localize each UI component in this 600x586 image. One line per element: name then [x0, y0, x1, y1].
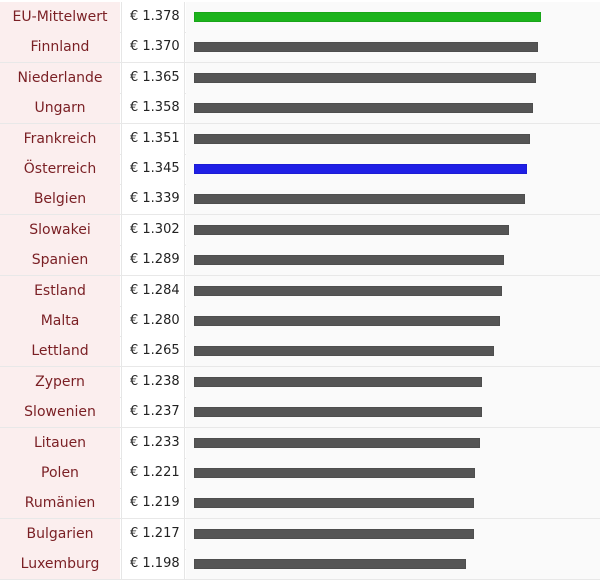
country-label: Spanien — [0, 245, 120, 276]
value-label: € 1.221 — [121, 458, 185, 488]
bar-cell — [186, 488, 600, 519]
bar-cell — [186, 123, 600, 154]
table-row: Polen € 1.221 — [0, 458, 600, 489]
value-label: € 1.284 — [121, 275, 185, 306]
bar-cell — [186, 518, 600, 549]
country-label: Österreich — [0, 154, 120, 184]
table-row: Ungarn € 1.358 — [0, 93, 600, 125]
value-label: € 1.365 — [121, 62, 185, 93]
value-label: € 1.370 — [121, 32, 185, 63]
table-row: Österreich € 1.345 — [0, 154, 600, 185]
country-label: Litauen — [0, 427, 120, 458]
country-label: Zypern — [0, 366, 120, 397]
bar-cell — [186, 184, 600, 215]
table-row: Belgien € 1.339 — [0, 184, 600, 216]
value-label: € 1.265 — [121, 336, 185, 367]
country-label: Bulgarien — [0, 518, 120, 549]
bar-cell — [186, 154, 600, 184]
country-label: Niederlande — [0, 62, 120, 93]
table-row: Luxemburg € 1.198 — [0, 549, 600, 581]
value-label: € 1.237 — [121, 397, 185, 428]
bar-cell — [186, 549, 600, 580]
table-row: Malta € 1.280 — [0, 306, 600, 337]
value-label: € 1.198 — [121, 549, 185, 580]
bar — [194, 346, 494, 357]
bar — [194, 316, 500, 326]
value-label: € 1.339 — [121, 184, 185, 215]
bar — [194, 285, 502, 296]
value-label: € 1.280 — [121, 306, 185, 336]
country-label: Rumänien — [0, 488, 120, 519]
bar-cell — [186, 93, 600, 124]
country-label: Lettland — [0, 336, 120, 367]
country-label: Polen — [0, 458, 120, 488]
country-label: Finnland — [0, 32, 120, 63]
bar-cell — [186, 458, 600, 488]
bar-cell — [186, 275, 600, 306]
bar — [194, 255, 504, 266]
bar-cell — [186, 32, 600, 63]
bar-cell — [186, 62, 600, 93]
bar — [194, 12, 541, 22]
bar-cell — [186, 336, 600, 367]
table-row: Lettland € 1.265 — [0, 336, 600, 368]
bar-cell — [186, 245, 600, 276]
bar-cell — [186, 306, 600, 336]
table-row: EU-Mittelwert € 1.378 — [0, 2, 600, 33]
country-label: Ungarn — [0, 93, 120, 124]
bar — [194, 407, 482, 418]
country-label: Frankreich — [0, 123, 120, 154]
bar-cell — [186, 427, 600, 458]
country-label: Belgien — [0, 184, 120, 215]
table-row: Spanien € 1.289 — [0, 245, 600, 277]
value-label: € 1.351 — [121, 123, 185, 154]
bar — [194, 42, 538, 53]
table-row: Frankreich € 1.351 — [0, 123, 600, 155]
country-label: Slowenien — [0, 397, 120, 428]
bar — [194, 376, 482, 387]
value-label: € 1.217 — [121, 518, 185, 549]
bar — [194, 559, 466, 570]
country-label: Slowakei — [0, 214, 120, 245]
bar — [194, 224, 509, 235]
bar — [194, 72, 536, 83]
table-row: Slowakei € 1.302 — [0, 214, 600, 246]
bar-cell — [186, 2, 600, 32]
value-label: € 1.233 — [121, 427, 185, 458]
bar — [194, 194, 525, 205]
country-label: Estland — [0, 275, 120, 306]
bar — [194, 498, 474, 509]
value-label: € 1.358 — [121, 93, 185, 124]
value-label: € 1.219 — [121, 488, 185, 519]
table-row: Estland € 1.284 — [0, 275, 600, 307]
value-label: € 1.302 — [121, 214, 185, 245]
bar — [194, 164, 527, 174]
table-row: Bulgarien € 1.217 — [0, 518, 600, 550]
bar-cell — [186, 397, 600, 428]
bar — [194, 528, 474, 539]
table-row: Finnland € 1.370 — [0, 32, 600, 64]
bar — [194, 133, 530, 144]
table-row: Rumänien € 1.219 — [0, 488, 600, 520]
country-label: Luxemburg — [0, 549, 120, 580]
table-row: Niederlande € 1.365 — [0, 62, 600, 94]
value-label: € 1.378 — [121, 2, 185, 32]
bar — [194, 103, 533, 114]
bar-cell — [186, 214, 600, 245]
country-label: Malta — [0, 306, 120, 336]
bar — [194, 468, 475, 478]
table-row: Zypern € 1.238 — [0, 366, 600, 398]
bar-cell — [186, 366, 600, 397]
table-row: Litauen € 1.233 — [0, 427, 600, 459]
country-label: EU-Mittelwert — [0, 2, 120, 32]
table-row: Slowenien € 1.237 — [0, 397, 600, 429]
value-label: € 1.289 — [121, 245, 185, 276]
bar — [194, 437, 480, 448]
value-label: € 1.345 — [121, 154, 185, 184]
value-label: € 1.238 — [121, 366, 185, 397]
